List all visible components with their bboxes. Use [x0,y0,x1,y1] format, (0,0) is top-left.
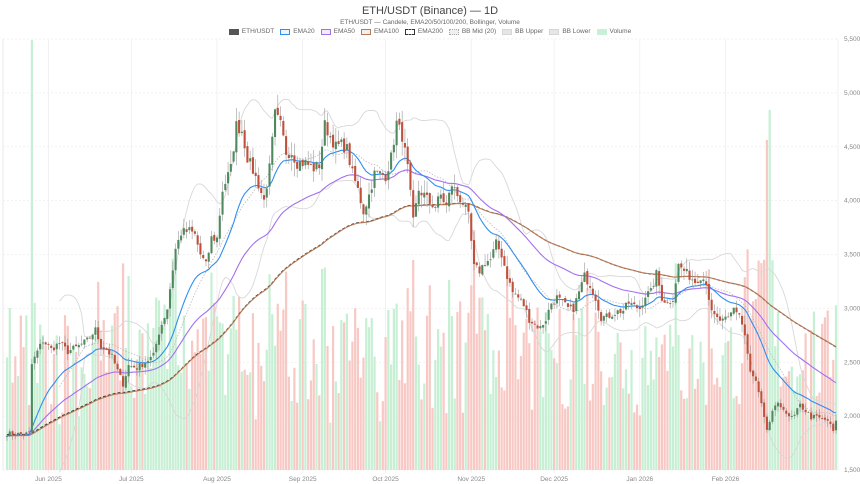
y-tick-label: 2,500 [844,359,860,366]
legend-label: BB Lower [562,28,591,35]
y-tick-label: 1,500 [844,467,860,474]
legend-item-ema200[interactable]: EMA200 [404,28,443,35]
chart-subtitle: ETH/USDT — Candele, EMA20/50/100/200, Bo… [340,19,520,26]
legend-swatch-icon [404,28,415,35]
legend-item-ema50[interactable]: EMA50 [320,28,355,35]
x-tick-label: Sep 2025 [289,476,317,483]
legend: ETH/USDT EMA20 EMA50 EMA100 EMA200 BB Mid (20… [0,28,860,35]
legend-item-bb-upper[interactable]: BB Upper [502,28,543,35]
legend-item-bb-lower[interactable]: BB Lower [549,28,591,35]
legend-swatch-icon [360,28,371,35]
x-tick-label: Jan 2026 [626,476,653,483]
legend-label: ETH/USDT [241,28,275,35]
legend-swatch-icon [596,28,607,35]
volume-bars [5,40,838,470]
legend-item-ema100[interactable]: EMA100 [360,28,399,35]
legend-label: BB Mid (20) [461,28,497,35]
x-tick-label: Oct 2025 [372,476,399,483]
legend-label: EMA100 [373,28,399,35]
legend-swatch-icon [320,28,331,35]
legend-item-volume[interactable]: Volume [596,28,632,35]
bb-lower-line [59,179,837,473]
legend-label: EMA50 [333,28,355,35]
x-tick-label: Feb 2026 [712,476,740,483]
y-tick-label: 5,500 [844,36,860,43]
y-tick-label: 4,000 [844,198,860,205]
legend-swatch-icon [502,28,513,35]
y-tick-label: 3,000 [844,305,860,312]
bb-upper-line [59,98,837,405]
legend-label: BB Upper [515,28,544,35]
x-tick-label: Nov 2025 [457,476,485,483]
candles [5,94,838,441]
legend-swatch-icon [280,28,291,35]
y-tick-label: 4,500 [844,144,860,151]
y-tick-label: 3,500 [844,252,860,259]
legend-item-ema20[interactable]: EMA20 [280,28,315,35]
y-tick-label: 2,000 [844,413,860,420]
x-tick-label: Aug 2025 [203,476,231,483]
legend-swatch-icon [228,28,239,35]
legend-label: Volume [609,28,632,35]
legend-item-eth-usdt[interactable]: ETH/USDT [228,28,275,35]
legend-label: EMA20 [293,28,315,35]
y-tick-label: 5,000 [844,90,860,97]
legend-swatch-icon [448,28,459,35]
x-tick-label: Jun 2025 [35,476,62,483]
x-tick-label: Jul 2025 [119,476,144,483]
chart-title: ETH/USDT (Binance) — 1D [361,5,499,17]
legend-item-bb-mid-20[interactable]: BB Mid (20) [448,28,497,35]
legend-label: EMA200 [417,28,443,35]
legend-swatch-icon [549,28,560,35]
x-tick-label: Dec 2025 [540,476,568,483]
